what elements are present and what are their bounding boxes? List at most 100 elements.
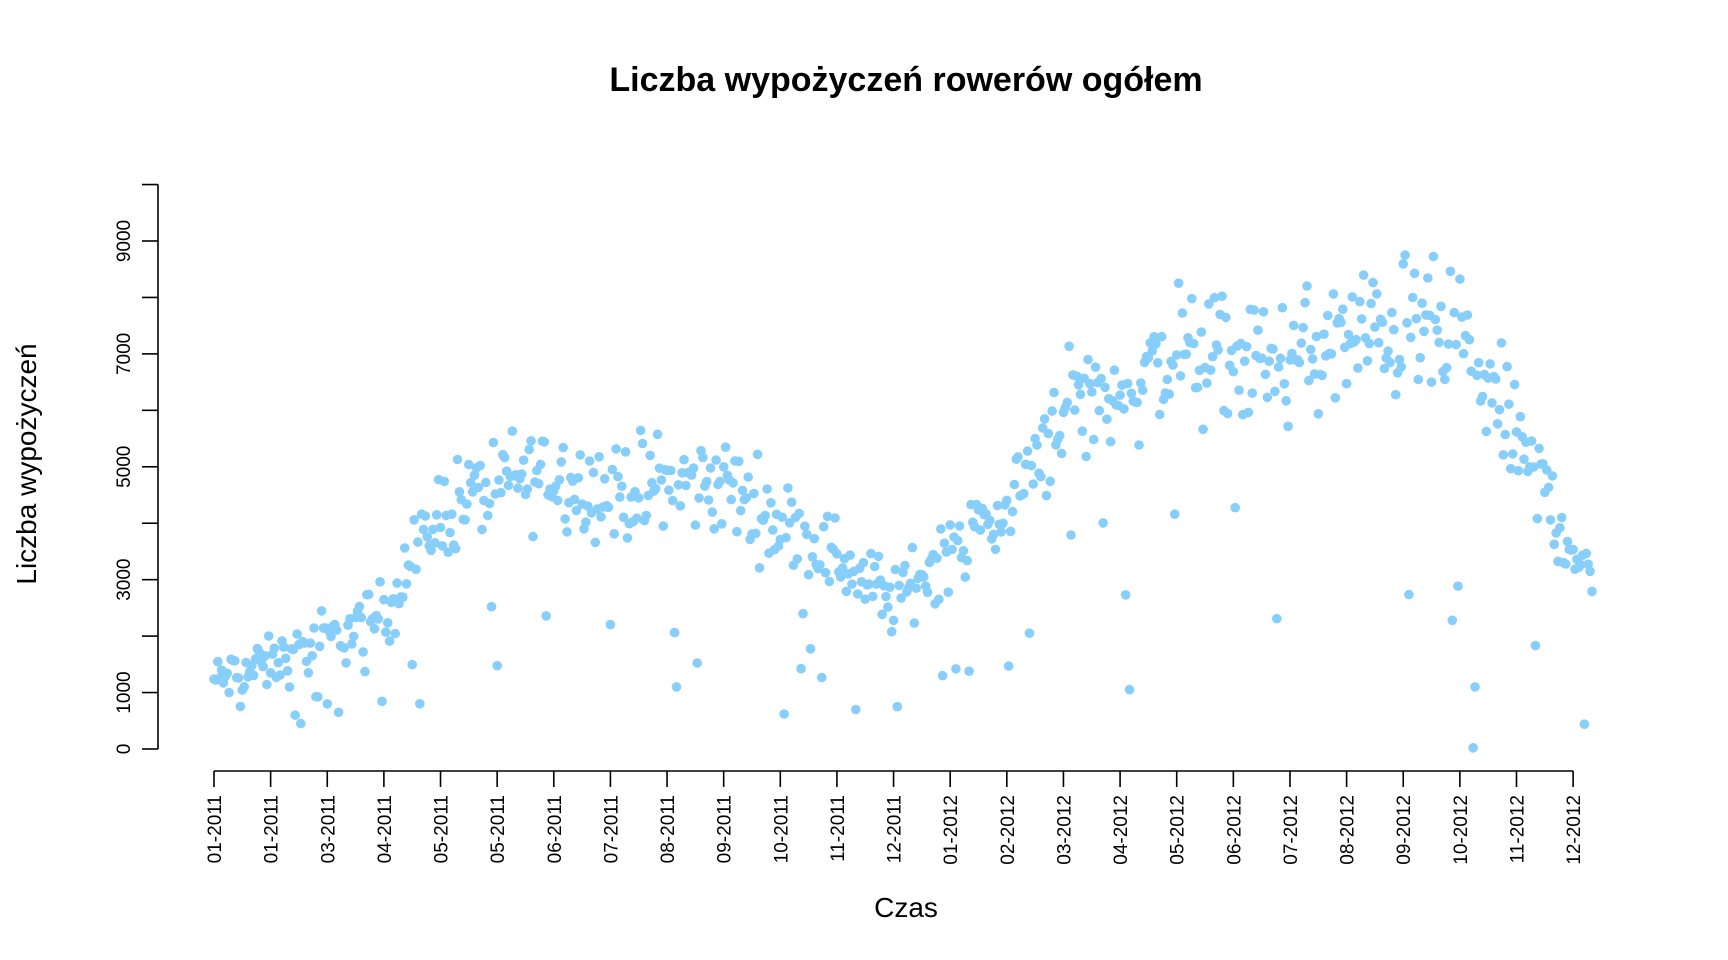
data-point <box>273 657 284 668</box>
data-point <box>248 670 259 681</box>
x-tick-label: 12-2011 <box>885 795 906 863</box>
data-point <box>269 643 280 653</box>
x-tick-label: 05-2012 <box>1168 795 1189 865</box>
data-point <box>326 631 336 642</box>
data-point <box>1400 250 1410 260</box>
data-point <box>975 525 986 535</box>
data-point <box>1039 414 1050 424</box>
data-point <box>786 497 797 508</box>
chart-title: Liczba wypożyczeń rowerów ogółem <box>609 61 1202 99</box>
data-point <box>1270 386 1280 397</box>
data-point <box>443 547 453 557</box>
data-point <box>886 626 897 637</box>
data-point <box>988 529 999 540</box>
data-point <box>554 475 565 485</box>
data-point <box>535 459 546 470</box>
data-point <box>1137 385 1148 396</box>
data-point <box>616 481 627 492</box>
data-point <box>679 454 689 465</box>
data-point <box>1423 273 1433 283</box>
data-point <box>292 629 302 639</box>
data-point <box>818 521 829 532</box>
data-point <box>1275 353 1286 364</box>
data-point <box>313 692 323 702</box>
data-point <box>1426 377 1437 387</box>
data-point <box>1047 406 1057 416</box>
data-point <box>375 577 385 587</box>
data-point <box>1207 351 1218 362</box>
data-point <box>1198 424 1208 435</box>
data-point <box>1256 353 1267 363</box>
data-point <box>896 593 906 603</box>
data-point <box>1087 387 1097 397</box>
data-point <box>1547 471 1558 481</box>
data-point <box>1298 322 1308 333</box>
data-point <box>1387 307 1397 318</box>
data-point <box>709 524 719 534</box>
data-point <box>552 495 563 506</box>
data-point <box>688 463 699 473</box>
data-point <box>1192 382 1203 393</box>
data-point <box>1490 374 1501 384</box>
data-point <box>1007 506 1018 517</box>
x-tick-label: 10-2012 <box>1451 795 1472 865</box>
data-point <box>1090 362 1101 373</box>
data-point <box>364 589 374 600</box>
data-point <box>1355 296 1365 307</box>
x-tick-label: 11-2012 <box>1507 795 1528 863</box>
data-point <box>1494 404 1505 415</box>
x-tick-label: 08-2011 <box>658 795 679 863</box>
data-point <box>452 454 463 465</box>
data-point <box>1477 391 1488 402</box>
data-point <box>852 589 863 599</box>
data-point <box>1402 318 1412 328</box>
data-point <box>379 594 389 605</box>
data-point <box>1458 348 1469 359</box>
data-point <box>690 520 701 530</box>
x-tick-label: 03-2012 <box>1054 795 1075 865</box>
data-point <box>1532 513 1543 524</box>
data-point <box>588 467 599 478</box>
data-point <box>1583 559 1593 569</box>
data-point <box>909 618 920 628</box>
data-point <box>279 642 289 652</box>
data-point <box>1249 305 1259 315</box>
y-axis-label: Liczba wypożyczeń <box>11 343 42 584</box>
data-point <box>590 537 601 548</box>
data-point <box>522 484 533 494</box>
data-point <box>1045 476 1055 487</box>
data-point <box>841 586 852 597</box>
data-point <box>454 487 465 497</box>
data-point <box>726 494 736 505</box>
data-point <box>1326 349 1337 359</box>
data-point <box>837 563 848 573</box>
data-point <box>1373 337 1384 348</box>
data-point <box>705 463 716 473</box>
data-point <box>613 471 623 482</box>
data-point <box>936 524 946 534</box>
data-point <box>1054 430 1065 441</box>
data-point <box>1534 443 1544 454</box>
data-point <box>652 429 663 440</box>
data-point <box>1064 341 1074 352</box>
data-point <box>464 459 474 470</box>
data-point <box>911 583 921 593</box>
data-point <box>488 437 499 448</box>
data-point <box>894 580 904 591</box>
data-point <box>1496 338 1507 348</box>
data-point <box>869 561 880 572</box>
data-point <box>224 687 234 698</box>
data-point <box>1440 374 1450 385</box>
data-point <box>1472 370 1482 381</box>
data-point <box>1347 292 1358 302</box>
data-point <box>762 484 772 494</box>
data-point <box>1105 436 1116 447</box>
data-point <box>735 505 746 516</box>
data-point <box>1109 365 1120 376</box>
data-point <box>1394 354 1405 365</box>
data-point <box>900 560 910 571</box>
data-point <box>428 524 438 535</box>
data-point <box>881 591 891 602</box>
data-point <box>698 452 708 463</box>
data-point <box>1083 354 1093 365</box>
